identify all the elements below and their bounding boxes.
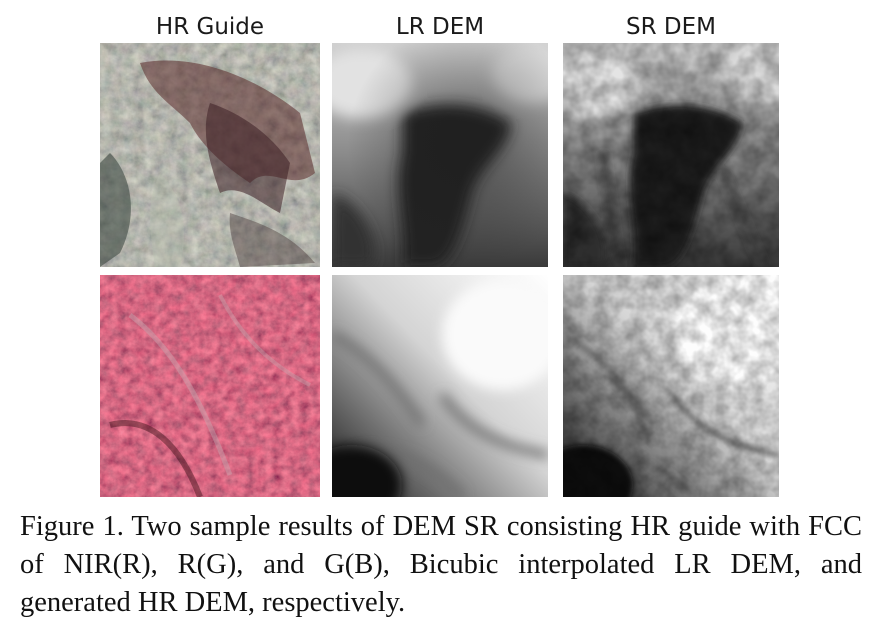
column-title-hr-guide: HR Guide bbox=[155, 14, 265, 40]
hr-guide-image-row2 bbox=[100, 275, 320, 497]
sr-dem-image-row2 bbox=[563, 275, 779, 497]
figure-caption: Figure 1. Two sample results of DEM SR c… bbox=[20, 511, 862, 618]
hr-guide-image-row1 bbox=[100, 43, 320, 267]
column-title-lr-dem: LR DEM bbox=[395, 14, 485, 40]
column-title-sr-dem: SR DEM bbox=[626, 14, 716, 40]
lr-dem-image-row2 bbox=[332, 275, 548, 497]
lr-dem-image-row1 bbox=[332, 43, 548, 267]
sr-dem-image-row1 bbox=[563, 43, 779, 267]
